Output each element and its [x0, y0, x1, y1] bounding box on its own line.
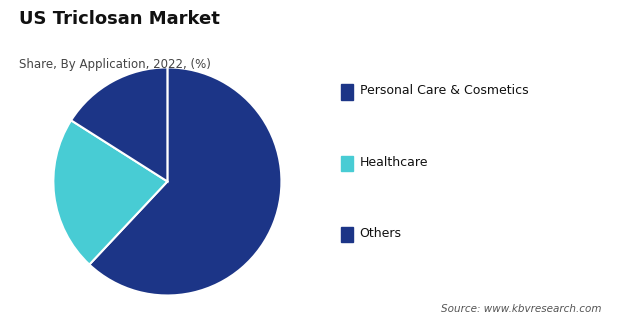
Wedge shape [71, 67, 167, 181]
Text: US Triclosan Market: US Triclosan Market [19, 10, 219, 28]
Text: Healthcare: Healthcare [360, 156, 428, 168]
Text: Share, By Application, 2022, (%): Share, By Application, 2022, (%) [19, 58, 210, 71]
Wedge shape [89, 67, 281, 295]
Text: Source: www.kbvresearch.com: Source: www.kbvresearch.com [441, 304, 601, 314]
Text: Personal Care & Cosmetics: Personal Care & Cosmetics [360, 84, 528, 97]
Text: Others: Others [360, 227, 402, 240]
Wedge shape [53, 120, 167, 265]
